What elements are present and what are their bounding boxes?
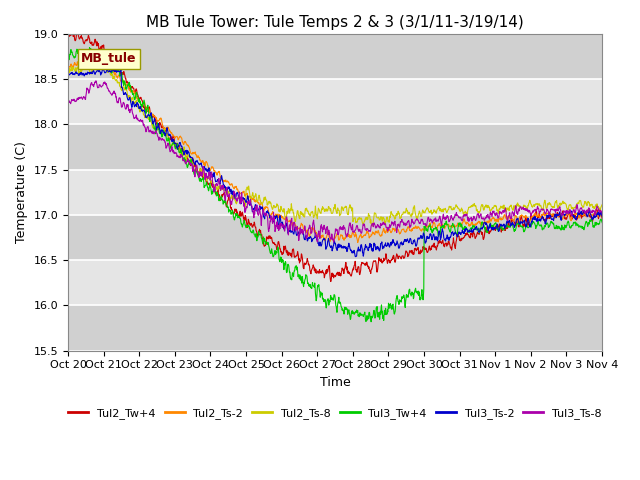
Bar (68, 169, 602, 215)
Text: MB_tule: MB_tule (81, 52, 137, 65)
Legend: Tul2_Tw+4, Tul2_Ts-2, Tul2_Ts-8, Tul3_Tw+4, Tul3_Ts-2, Tul3_Ts-8: Tul2_Tw+4, Tul2_Ts-2, Tul2_Ts-8, Tul3_Tw… (64, 404, 606, 423)
Bar (68, 260, 602, 305)
Title: MB Tule Tower: Tule Temps 2 & 3 (3/1/11-3/19/14): MB Tule Tower: Tule Temps 2 & 3 (3/1/11-… (146, 15, 524, 30)
Bar (68, 124, 602, 169)
Y-axis label: Temperature (C): Temperature (C) (15, 141, 28, 243)
Bar (68, 215, 602, 260)
Bar (68, 34, 602, 79)
Bar (68, 79, 602, 124)
X-axis label: Time: Time (319, 376, 350, 389)
Bar (68, 305, 602, 350)
